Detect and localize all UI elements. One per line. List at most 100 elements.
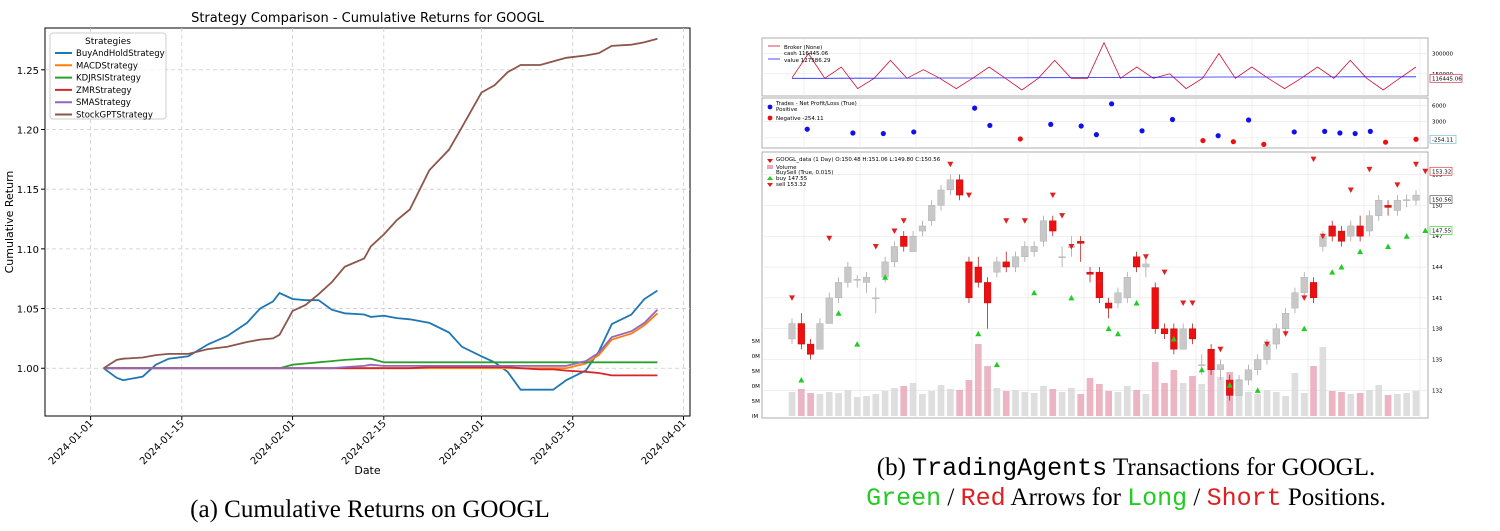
candle-body — [1356, 225, 1364, 237]
trade-positive-dot — [1139, 128, 1145, 134]
close-price-tag-box — [1429, 195, 1453, 204]
caption-red: Red — [960, 484, 1006, 513]
buy-legend-marker — [767, 176, 773, 180]
caption-short: Short — [1206, 484, 1282, 513]
volume-bar — [1403, 393, 1411, 416]
candle-body — [993, 261, 1001, 273]
trade-negative-dot — [1413, 136, 1419, 142]
price-panel — [761, 151, 1429, 419]
volume-bar — [1021, 392, 1029, 416]
volume-bar — [1394, 394, 1401, 416]
buy-arrow — [1170, 335, 1177, 342]
legend-entry: MACDStrategy — [76, 61, 138, 71]
volume-bar — [1068, 388, 1075, 416]
legend-entry: SMAStrategy — [76, 98, 131, 108]
trade-positive-dot — [1352, 130, 1358, 137]
trade-positive-dot — [1215, 133, 1221, 139]
candle-body — [1039, 220, 1048, 242]
sell-arrow — [872, 243, 879, 250]
candle-body — [797, 323, 805, 345]
volume-bar — [1338, 392, 1345, 416]
sell-arrow — [1068, 243, 1075, 250]
buy-arrow — [1301, 325, 1308, 332]
candle-body — [835, 282, 843, 299]
sell-arrow — [789, 295, 795, 301]
volume-bar — [1170, 370, 1178, 416]
y-tick-label: 1.15 — [17, 185, 39, 196]
volume-bar — [1412, 391, 1420, 416]
y-tick-label: 1.05 — [17, 305, 39, 316]
buy-arrow — [1114, 330, 1121, 337]
legend-entry: KDJRSIStrategy — [76, 74, 141, 84]
volume-bar — [946, 389, 954, 416]
buy-arrow — [1198, 366, 1205, 373]
volume-bar — [1123, 386, 1131, 416]
volume-tick-label: 60M — [752, 354, 760, 360]
volume-bar — [1095, 384, 1103, 416]
volume-bar — [965, 380, 973, 416]
caption-b-rest: Transactions for GOOGL. — [1107, 454, 1376, 481]
price-legend-title: GOOGL_data (1 Day) O:150.48 H:151.06 L:1… — [776, 157, 941, 163]
volume-bar — [919, 394, 926, 416]
x-tick-label: 2024-03-01 — [438, 418, 487, 467]
trade-negative-dot — [1230, 139, 1236, 145]
volume-tick-label: 75M — [752, 339, 760, 345]
candle-body — [1105, 302, 1113, 309]
volume-bar — [1291, 373, 1299, 416]
buy-arrow — [1329, 269, 1336, 275]
caption-b-line1: (b) TradingAgents Transactions for GOOGL… — [876, 454, 1376, 483]
sell-arrow — [1003, 218, 1010, 224]
volume-bar — [1347, 394, 1355, 416]
y-tick-label: 1.00 — [17, 364, 39, 375]
sell-arrow — [1096, 279, 1103, 286]
volume-bar — [1105, 391, 1113, 416]
x-tick-label: 2024-02-01 — [249, 418, 298, 467]
chart-title: Strategy Comparison - Cumulative Returns… — [191, 11, 545, 26]
candle-body — [872, 297, 880, 300]
x-axis-label: Date — [354, 464, 381, 477]
volume-bar — [853, 397, 861, 416]
legend-entry: StockGPTStrategy — [76, 111, 153, 121]
buy-arrow — [835, 310, 842, 316]
candle-body — [1337, 230, 1346, 242]
candle-body — [1151, 287, 1159, 329]
volume-bar — [1012, 390, 1019, 416]
candle-body — [900, 235, 908, 247]
volume-bar — [1207, 366, 1215, 416]
candle-body — [1160, 328, 1169, 335]
buy-arrow — [1422, 227, 1429, 234]
sell-arrow — [1282, 331, 1289, 337]
volume-bar — [1245, 392, 1252, 416]
buy-arrow — [1068, 294, 1075, 301]
trade-negative-dot — [1017, 136, 1023, 142]
x-tick-label: 2024-03-15 — [529, 418, 578, 467]
trades-legend-positive-dot — [767, 104, 773, 110]
trades-legend-negative-dot — [767, 115, 773, 121]
volume-bar — [1254, 394, 1262, 416]
caption-slash-2: / — [1187, 484, 1207, 511]
volume-bar — [1040, 386, 1047, 416]
price-y-tick-label: 147 — [1432, 234, 1443, 240]
volume-bar — [1189, 376, 1196, 416]
trade-negative-dot — [1261, 141, 1267, 147]
sell-arrow — [1180, 300, 1187, 306]
candle-body — [1254, 359, 1262, 370]
broker-panel — [761, 37, 1429, 97]
volume-bar — [974, 344, 982, 416]
volume-bar — [1384, 395, 1392, 416]
candle-body — [1347, 225, 1355, 237]
trades-tag-box — [1429, 134, 1457, 144]
volume-bar — [1049, 389, 1057, 416]
candle-body — [956, 179, 964, 196]
volume-bar — [984, 366, 991, 416]
volume-bar — [1198, 384, 1206, 416]
candle-body — [1198, 364, 1206, 366]
caption-green: Green — [866, 484, 942, 513]
series-line-SMAStrategy — [103, 309, 659, 370]
volume-bar — [1002, 391, 1010, 416]
sell-arrow — [1049, 192, 1056, 199]
candle-body — [1188, 328, 1197, 340]
candle-body — [1002, 261, 1010, 268]
legend-entry: BuyAndHoldStrategy — [76, 49, 165, 59]
